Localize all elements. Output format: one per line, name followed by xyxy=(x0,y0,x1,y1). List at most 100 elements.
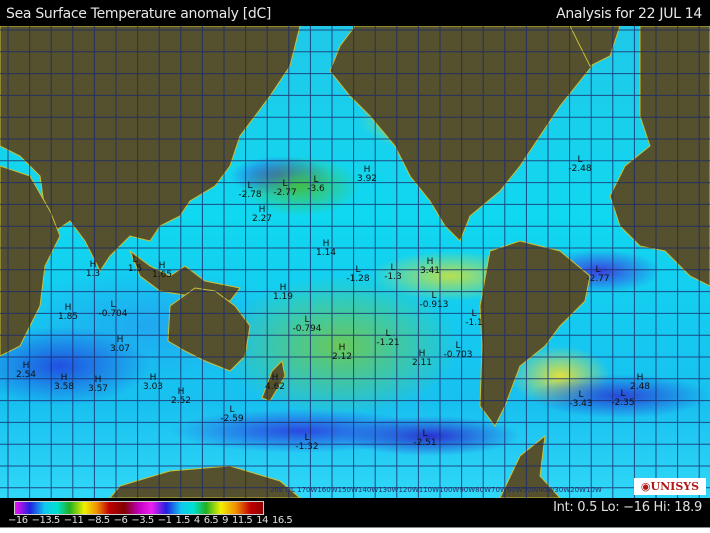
lat-lon-grid xyxy=(0,26,710,498)
extremum-value: -2.77 xyxy=(273,188,297,198)
extremum-label-low: L -1.28 xyxy=(346,266,369,284)
extremum-value: 4.62 xyxy=(264,382,286,392)
extremum-label-low: L -0.704 xyxy=(98,301,127,319)
extremum-value: 3.03 xyxy=(142,382,164,392)
extremum-value: 3.58 xyxy=(53,382,75,392)
extremum-type: H xyxy=(158,261,166,271)
color-scale-ticks: −16 −13.5 −11 −8.5 −6 −3.5 −1 1.5 4 6.5 9 11.5 14 16.… xyxy=(8,515,293,527)
extremum-value: -0.913 xyxy=(419,300,449,310)
extremum-value: 2.48 xyxy=(629,382,651,392)
extremum-label-high: H 3.57 xyxy=(88,376,108,394)
scale-tick-label: −11 xyxy=(63,515,84,526)
extremum-label-low: L -1.32 xyxy=(295,434,318,452)
extremum-label-low: L -1.21 xyxy=(376,330,399,348)
extremum-type: H xyxy=(89,260,97,270)
extremum-type: L xyxy=(431,291,437,301)
extremum-value: -2.78 xyxy=(238,190,262,200)
extremum-type: H xyxy=(363,165,371,175)
extremum-type: H xyxy=(258,205,266,215)
extremum-type: H xyxy=(322,239,330,249)
extremum-type: L xyxy=(304,315,310,325)
extremum-label-high: H 3.92 xyxy=(357,166,377,184)
south-america xyxy=(479,240,591,427)
extremum-value: -0.703 xyxy=(443,350,473,360)
map-title: Sea Surface Temperature anomaly [dC] xyxy=(6,6,272,22)
antarctica xyxy=(109,465,301,498)
extremum-label-low: L -2.77 xyxy=(586,266,609,284)
analysis-date: Analysis for 22 JUL 14 xyxy=(556,6,702,22)
extremum-type: H xyxy=(149,373,157,383)
extremum-label-high: H 2.52 xyxy=(171,388,191,406)
extremum-label-high: H 1.65 xyxy=(152,262,172,280)
extremum-label-low: L -2.77 xyxy=(273,180,296,198)
longitude-labels: 20E DL 170W160W150W140W130W120W110W100W9… xyxy=(270,486,602,494)
extremum-value: -2.59 xyxy=(220,414,244,424)
extremum-label-low: L -2.59 xyxy=(220,406,243,424)
extremum-value: -2.51 xyxy=(413,438,437,448)
extremum-value: 1.14 xyxy=(315,248,337,258)
extremum-type: L xyxy=(247,181,253,191)
australia xyxy=(167,287,251,372)
north-america xyxy=(329,26,621,242)
extremum-type: L xyxy=(578,390,584,400)
extremum-type: L xyxy=(422,429,428,439)
extremum-type: H xyxy=(279,283,287,293)
extremum-label-low: L -0.794 xyxy=(292,316,321,334)
extremum-value: 2.12 xyxy=(331,352,353,362)
scale-tick-label: 9 xyxy=(222,515,229,526)
extremum-value: 3.41 xyxy=(419,266,441,276)
extremum-type: H xyxy=(418,349,426,359)
extremum-type: L xyxy=(304,433,310,443)
extremum-value: -3.6 xyxy=(307,184,325,194)
southeast-asia-islands xyxy=(128,249,241,302)
greenland xyxy=(569,26,621,67)
extremum-label-high: H 3.41 xyxy=(420,258,440,276)
extremum-label-low: L -0.703 xyxy=(443,342,472,360)
extremum-type: L xyxy=(620,389,626,399)
extremum-label-high: H 3.58 xyxy=(54,374,74,392)
extremum-value: 1.5 xyxy=(127,264,143,274)
unisys-logo: ◉UNISYS xyxy=(634,478,706,495)
extremum-label-low: L 1.5 xyxy=(128,256,142,274)
sst-map: 20E DL 170W160W150W140W130W120W110W100W9… xyxy=(0,26,710,498)
extremum-value: -2.35 xyxy=(611,398,635,408)
logo-text: UNISYS xyxy=(650,480,700,493)
extremum-label-low: L -3.6 xyxy=(307,176,325,194)
extremum-label-high: H 1.14 xyxy=(316,240,336,258)
extremum-label-high: H 2.27 xyxy=(252,206,272,224)
extremum-type: L xyxy=(313,175,319,185)
scale-tick-label: −6 xyxy=(113,515,128,526)
extremum-value: 1.85 xyxy=(57,312,79,322)
land-and-grid: 20E DL 170W160W150W140W130W120W110W100W9… xyxy=(0,26,710,498)
extremum-type: L xyxy=(595,265,601,275)
extremum-value: 1.19 xyxy=(272,292,294,302)
extremum-value: 3.07 xyxy=(109,344,131,354)
extremum-label-high: H 2.12 xyxy=(332,344,352,362)
extremum-label-high: H 2.48 xyxy=(630,374,650,392)
extremum-label-high: H 1.85 xyxy=(58,304,78,322)
extremum-value: -1.21 xyxy=(376,338,400,348)
bottom-border xyxy=(0,527,710,533)
extremum-label-low: L -0.913 xyxy=(419,292,448,310)
extremum-type: L xyxy=(577,155,583,165)
extremum-value: -1.28 xyxy=(346,274,370,284)
extremum-label-low: L -2.48 xyxy=(568,156,591,174)
scale-tick-label: −8.5 xyxy=(87,515,110,526)
extremum-value: 2.52 xyxy=(170,396,192,406)
extremum-value: 2.54 xyxy=(15,370,37,380)
extremum-type: L xyxy=(355,265,361,275)
scale-tick-label: −16 xyxy=(8,515,28,526)
extremum-type: L xyxy=(471,309,477,319)
extremum-label-low: L -2.35 xyxy=(611,390,634,408)
extremum-label-low: L -2.51 xyxy=(413,430,436,448)
extremum-type: L xyxy=(229,405,235,415)
new-zealand xyxy=(261,359,286,402)
extremum-label-high: H 4.62 xyxy=(265,374,285,392)
scale-tick-label: 1.5 xyxy=(175,515,190,526)
scale-tick-label: 6.5 xyxy=(203,515,219,526)
extremum-type: H xyxy=(22,361,30,371)
extremum-label-low: L -1.3 xyxy=(384,264,402,282)
antarctic-peninsula xyxy=(499,434,561,498)
extremum-value: 1.3 xyxy=(85,269,101,279)
